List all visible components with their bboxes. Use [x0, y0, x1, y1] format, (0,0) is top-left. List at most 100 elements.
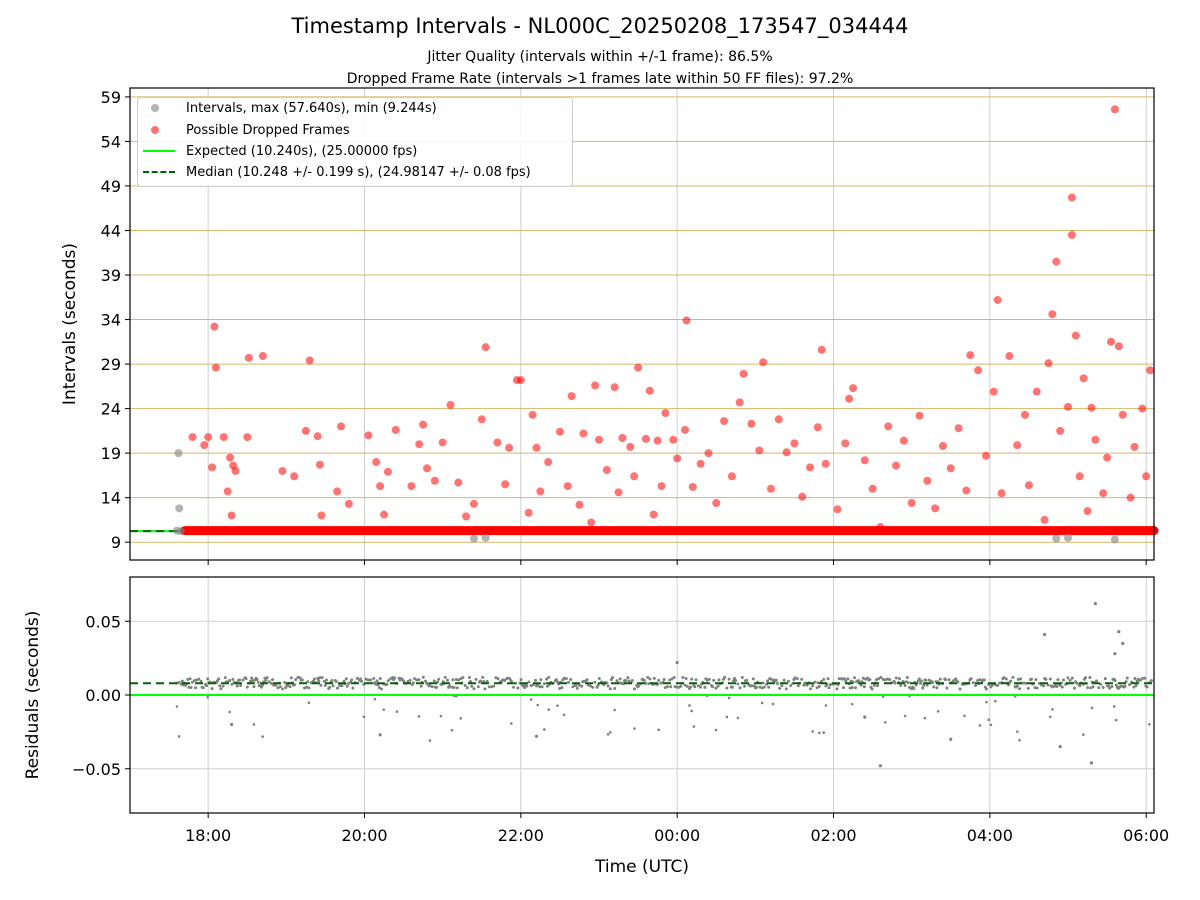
dropped-frame-point — [1040, 515, 1049, 524]
residual-point — [606, 733, 610, 736]
residual-point — [446, 678, 450, 682]
residual-point — [223, 676, 227, 680]
residual-point — [194, 686, 198, 690]
residual-point — [560, 686, 564, 690]
residual-point — [340, 684, 344, 688]
residual-point — [1075, 681, 1079, 685]
legend-label-dropped: Possible Dropped Frames — [186, 122, 350, 138]
residual-point — [1091, 685, 1095, 689]
residual-point — [1112, 705, 1116, 708]
residual-point — [630, 679, 634, 683]
residual-point — [510, 722, 513, 725]
dropped-frame-point — [720, 417, 729, 426]
residual-point — [707, 677, 711, 681]
residual-point — [1139, 678, 1143, 682]
dropped-frame-point — [981, 451, 990, 460]
dropped-frame-point — [634, 363, 643, 372]
residual-point — [417, 678, 421, 682]
residual-point — [780, 684, 784, 688]
residual-point — [689, 685, 693, 689]
residual-outlier-point — [534, 734, 539, 738]
residual-point — [591, 685, 595, 689]
dropped-frame-point — [278, 466, 287, 475]
residual-point — [1016, 730, 1019, 733]
top-y-tick-label: 39 — [101, 266, 121, 285]
residual-point — [716, 684, 720, 688]
residual-point — [684, 677, 688, 681]
dropped-frame-point — [344, 499, 353, 508]
residual-point — [539, 678, 543, 682]
interval-point — [1064, 533, 1073, 542]
residual-point — [608, 687, 612, 691]
legend-item-expected: Expected (10.240s), (25.00000 fps) — [138, 141, 417, 161]
residual-point — [956, 680, 960, 684]
dropped-frame-point — [1075, 472, 1084, 481]
residual-point — [969, 677, 973, 681]
residual-point — [927, 678, 931, 682]
dropped-frame-point — [524, 508, 533, 517]
residual-point — [795, 677, 799, 681]
residual-point — [903, 714, 907, 718]
residual-point — [789, 684, 793, 688]
residual-point — [336, 686, 340, 690]
dropped-frame-point — [614, 488, 623, 497]
residual-point — [415, 678, 419, 682]
dropped-frame-point — [532, 443, 541, 452]
residual-point — [547, 708, 551, 711]
residual-point — [1090, 706, 1094, 710]
dropped-frame-point — [407, 482, 416, 491]
residual-point — [784, 687, 788, 691]
residual-point — [201, 686, 205, 690]
residual-point — [974, 684, 978, 688]
residual-point — [328, 685, 332, 689]
dropped-frame-point — [712, 499, 721, 508]
dropped-frame-point — [1048, 310, 1057, 319]
residual-point — [813, 680, 817, 684]
residual-point — [386, 679, 390, 683]
residual-point — [822, 731, 826, 734]
residual-point — [945, 686, 949, 690]
residual-point — [1114, 683, 1118, 687]
residual-point — [463, 683, 467, 687]
residual-point — [761, 681, 765, 685]
residual-point — [853, 676, 857, 680]
residual-point — [362, 715, 366, 719]
residual-point — [276, 686, 280, 690]
residual-point — [283, 680, 287, 684]
dropped-frame-point — [923, 476, 932, 485]
residual-point — [1068, 678, 1072, 682]
residual-point — [1060, 685, 1064, 689]
dropped-frame-point — [223, 487, 232, 496]
bottom-panel-y-ticks: −0.05 0.00 0.05 — [72, 612, 130, 779]
top-y-tick-label: 24 — [101, 400, 121, 419]
residual-point — [571, 685, 575, 689]
top-y-tick-label: 29 — [101, 355, 121, 374]
residual-point — [884, 721, 887, 724]
residual-point — [317, 679, 321, 683]
residual-point — [917, 677, 921, 681]
residual-point — [554, 678, 558, 682]
residual-point — [854, 686, 858, 690]
x-ticks: 18:00 20:00 22:00 00:00 02:00 04:00 06:00 — [185, 560, 1169, 845]
residual-point — [618, 677, 622, 681]
residual-point — [450, 728, 454, 732]
residual-point — [448, 684, 452, 688]
x-tick-label: 06:00 — [1123, 826, 1169, 845]
residual-point — [1022, 681, 1026, 685]
residual-point — [457, 678, 461, 682]
residual-point — [826, 677, 830, 681]
residual-point — [228, 710, 232, 714]
dropped-frame-point — [200, 441, 209, 450]
residual-point — [538, 685, 542, 689]
residual-point — [681, 675, 685, 679]
residual-point — [925, 683, 929, 687]
residual-point — [385, 682, 389, 686]
residual-point — [692, 725, 696, 728]
bottom-y-tick-label: 0.05 — [85, 612, 121, 631]
residual-outlier-point — [1117, 629, 1121, 634]
dropped-frame-point — [290, 472, 299, 481]
legend-label-expected: Expected (10.240s), (25.00000 fps) — [186, 143, 418, 159]
residual-point — [952, 679, 956, 683]
dropped-frame-point — [528, 410, 537, 419]
residual-point — [323, 683, 327, 687]
